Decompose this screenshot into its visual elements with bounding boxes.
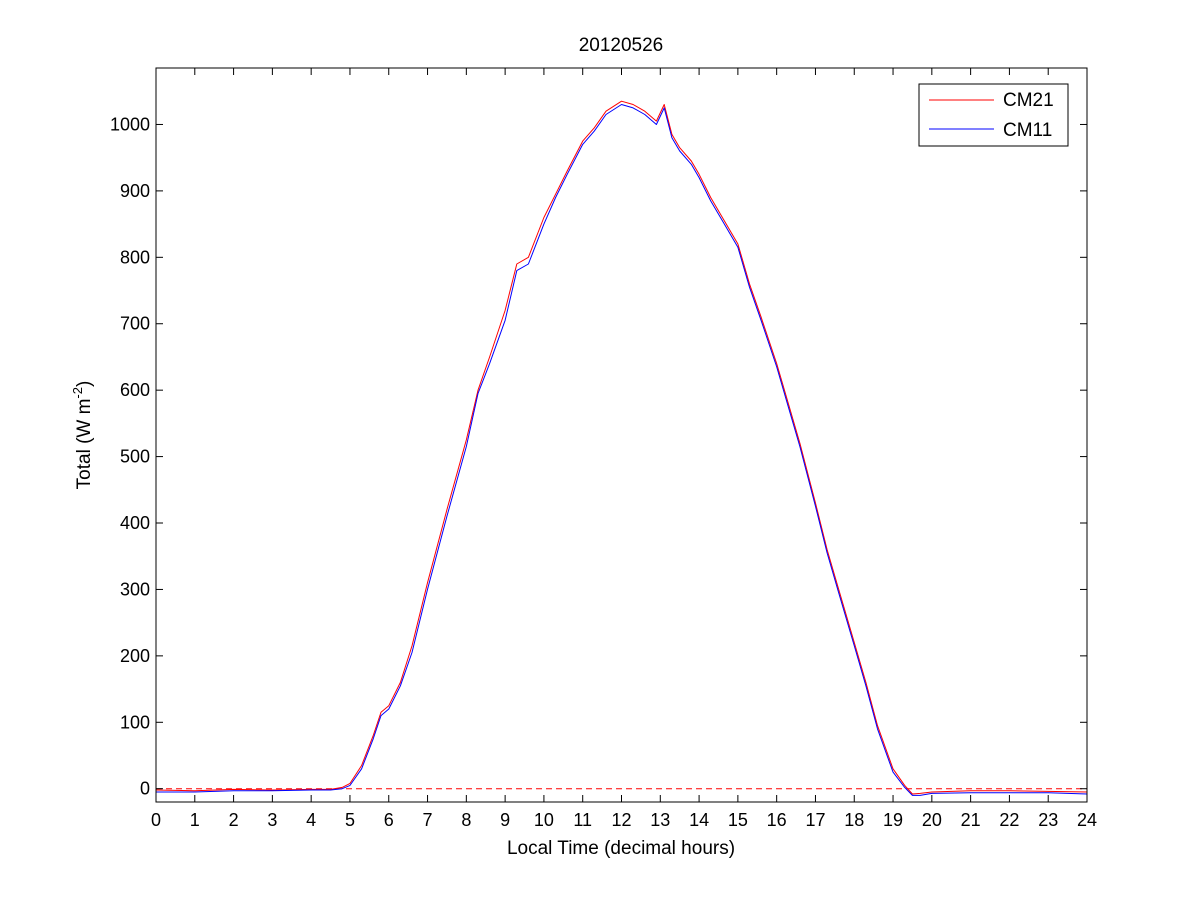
x-axis-title: Local Time (decimal hours): [507, 838, 735, 859]
legend: CM21 CM11: [918, 83, 1069, 147]
y-tick-label: 0: [140, 779, 150, 799]
x-axis: 0 1 2 3 4 5 6 7 8 9 10 11 12 13 14 15 16 17 18 19 20 21 22 23 24: [151, 68, 1097, 830]
x-tick-label: 10: [534, 810, 554, 830]
x-tick-label: 22: [999, 810, 1019, 830]
x-tick-label: 18: [844, 810, 864, 830]
x-tick-label: 17: [805, 810, 825, 830]
series-line-cm11: [156, 104, 1088, 796]
series-line-cm21: [155, 100, 1088, 795]
series-layer: [155, 100, 1088, 796]
legend-label-cm21: CM21: [1003, 90, 1054, 111]
y-axis: 0 100 200 300 400 500 600 700 800 900 1000: [110, 114, 1087, 799]
x-tick-label: 1: [190, 810, 200, 830]
chart-title: 20120526: [579, 35, 664, 56]
legend-box: [918, 83, 1069, 147]
x-tick-label: 6: [384, 810, 394, 830]
x-tick-label: 3: [267, 810, 277, 830]
y-axis-title-exponent: -2: [70, 387, 85, 399]
y-tick-label: 900: [120, 181, 150, 201]
y-axis-title-close: ): [74, 381, 95, 387]
y-tick-label: 700: [120, 314, 150, 334]
x-tick-label: 16: [767, 810, 787, 830]
x-tick-label: 5: [345, 810, 355, 830]
y-axis-title-main: Total (W m: [74, 399, 95, 490]
x-tick-label: 19: [883, 810, 903, 830]
x-tick-label: 8: [461, 810, 471, 830]
x-tick-label: 11: [573, 810, 592, 830]
x-tick-label: 0: [151, 810, 161, 830]
x-tick-label: 12: [611, 810, 631, 830]
x-tick-label: 24: [1077, 810, 1097, 830]
x-tick-label: 13: [650, 810, 670, 830]
x-tick-label: 23: [1038, 810, 1058, 830]
y-tick-label: 400: [120, 513, 150, 533]
x-tick-label: 15: [728, 810, 748, 830]
x-tick-label: 2: [229, 810, 239, 830]
x-tick-label: 7: [423, 810, 433, 830]
y-tick-label: 800: [120, 247, 150, 267]
y-tick-label: 600: [120, 380, 150, 400]
y-tick-label: 300: [120, 579, 150, 599]
y-tick-label: 200: [120, 646, 150, 666]
plot-area: [156, 68, 1087, 802]
y-tick-label: 1000: [110, 114, 150, 134]
x-tick-label: 9: [500, 810, 510, 830]
y-axis-title: Total (W m-2): [70, 381, 95, 490]
y-tick-label: 100: [120, 712, 150, 732]
x-tick-label: 4: [306, 810, 316, 830]
legend-label-cm11: CM11: [1003, 120, 1052, 141]
x-tick-label: 20: [922, 810, 942, 830]
x-tick-label: 14: [689, 810, 709, 830]
y-tick-label: 500: [120, 447, 150, 467]
x-tick-label: 21: [961, 810, 981, 830]
